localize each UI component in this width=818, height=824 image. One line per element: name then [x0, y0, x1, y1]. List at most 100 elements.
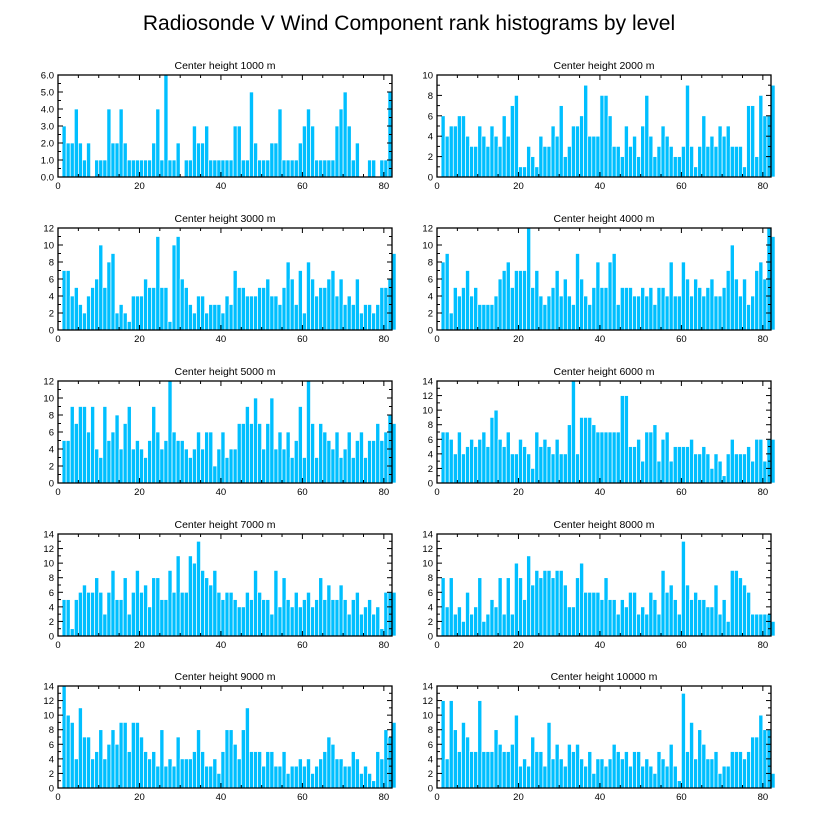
- bar: [122, 722, 128, 789]
- bar: [273, 448, 279, 484]
- y-tick-label: 5.0: [41, 88, 54, 99]
- bar: [306, 261, 311, 331]
- bar: [522, 599, 527, 637]
- bar: [249, 423, 254, 484]
- bar: [236, 606, 242, 637]
- bar: [685, 446, 690, 484]
- bar: [228, 729, 234, 789]
- bar: [452, 613, 458, 637]
- bar: [758, 438, 764, 484]
- bar: [636, 156, 642, 178]
- bar: [110, 142, 116, 178]
- bar: [583, 591, 589, 637]
- bar: [717, 613, 723, 637]
- bar: [354, 278, 360, 331]
- bar: [754, 438, 760, 484]
- bar: [90, 758, 96, 789]
- bar: [754, 270, 760, 331]
- bar: [640, 125, 646, 178]
- bar: [457, 606, 462, 637]
- x-tick-label: 80: [379, 487, 390, 498]
- bar: [656, 613, 662, 637]
- bar: [330, 270, 336, 331]
- bar: [257, 423, 263, 484]
- bar: [607, 758, 613, 789]
- bar: [538, 295, 544, 331]
- bar: [82, 736, 87, 789]
- bar: [448, 438, 454, 484]
- bar: [306, 591, 311, 637]
- bar: [733, 146, 739, 178]
- bar: [118, 448, 124, 484]
- bar: [591, 591, 597, 637]
- bar: [232, 743, 238, 789]
- y-tick-label: 12: [422, 696, 433, 707]
- bar: [509, 105, 515, 178]
- bar: [342, 448, 348, 484]
- bar: [725, 621, 731, 637]
- bar: [257, 159, 263, 178]
- y-tick-label: 2: [49, 769, 54, 780]
- bar: [216, 304, 222, 331]
- y-tick-label: 6: [428, 588, 433, 599]
- bar: [701, 115, 707, 178]
- bar: [208, 584, 214, 637]
- bar: [518, 270, 523, 331]
- bar: [648, 287, 654, 331]
- bar: [562, 765, 568, 789]
- x-tick-label: 0: [55, 792, 60, 803]
- bar: [664, 765, 670, 789]
- bar: [208, 159, 214, 178]
- bar: [375, 304, 381, 331]
- bar: [444, 606, 450, 637]
- x-tick-label: 40: [216, 487, 227, 498]
- x-tick-label: 20: [513, 792, 524, 803]
- bar: [159, 287, 165, 331]
- bar: [334, 758, 340, 789]
- y-tick-label: 0: [428, 173, 433, 184]
- bar: [139, 448, 144, 484]
- y-tick-label: 12: [422, 544, 433, 555]
- bar: [607, 431, 613, 484]
- bar: [69, 295, 75, 331]
- bar: [489, 304, 495, 331]
- bar: [167, 159, 173, 178]
- y-tick-label: 12: [422, 391, 433, 402]
- bar: [526, 227, 532, 331]
- y-tick-label: 6: [428, 435, 433, 446]
- bar: [579, 417, 584, 484]
- panel-2: Center height 2000 m 0 20 40 60 80 0 2 4 6 8 10: [422, 60, 776, 192]
- bar: [554, 570, 560, 637]
- bar: [135, 295, 140, 331]
- bar: [485, 751, 491, 789]
- bar: [624, 395, 629, 484]
- bar: [469, 295, 475, 331]
- bar: [245, 707, 250, 789]
- bar: [249, 599, 254, 637]
- bar: [216, 448, 222, 484]
- bar: [652, 599, 658, 637]
- panel-title: Center height 4000 m: [554, 213, 655, 225]
- bar: [192, 448, 197, 484]
- bar: [477, 125, 483, 178]
- y-tick-label: 0: [49, 479, 54, 490]
- bar: [693, 278, 699, 331]
- bar: [73, 423, 79, 484]
- bar: [672, 446, 678, 484]
- bar: [122, 312, 128, 331]
- bar: [522, 166, 527, 178]
- bar: [672, 295, 678, 331]
- bar: [310, 606, 315, 637]
- bar: [485, 304, 491, 331]
- bar: [257, 287, 263, 331]
- x-tick-label: 60: [676, 181, 687, 192]
- bar: [285, 159, 291, 178]
- bar: [664, 295, 670, 331]
- bar: [187, 159, 193, 178]
- bar: [676, 613, 682, 637]
- bar: [175, 736, 181, 789]
- bar: [603, 287, 609, 331]
- bar: [652, 156, 658, 178]
- bar: [595, 758, 601, 789]
- bar: [461, 722, 466, 789]
